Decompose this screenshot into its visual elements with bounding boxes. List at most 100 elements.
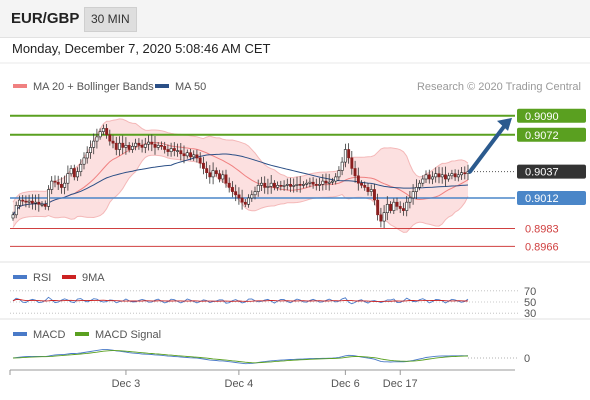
candle-body (353, 168, 357, 177)
candle-body (195, 154, 199, 159)
candle-body (182, 153, 186, 157)
candle-body (450, 173, 454, 177)
candle-body (269, 182, 273, 187)
price-label-box-current (517, 164, 586, 179)
candle-body (289, 184, 292, 187)
candle-body (266, 186, 270, 188)
timeframe-button[interactable]: 30 MIN (84, 7, 137, 32)
time-tick-label: Dec 17 (383, 378, 418, 390)
candle-body (166, 149, 170, 152)
candle-body (392, 201, 396, 211)
candle-body (240, 197, 244, 203)
legend-swatch-9ma (62, 275, 76, 279)
candle-body (327, 181, 331, 184)
macd-line (12, 348, 469, 365)
bollinger-upper-line (12, 118, 469, 203)
price-label-resistance: 0.9072 (525, 130, 559, 142)
candle-body (259, 182, 263, 186)
rsi-line (12, 296, 469, 305)
bollinger-lower-line (12, 154, 469, 233)
candle-body (356, 175, 360, 184)
price-label-pivot: 0.9012 (525, 193, 559, 205)
macd-signal-line (12, 350, 469, 364)
candle-body (40, 204, 44, 206)
rsi-level-label: 70 (524, 286, 536, 298)
legend-swatch-macd-signal (75, 332, 89, 336)
candle-body (340, 161, 344, 171)
price-levels (10, 114, 515, 247)
candles (11, 124, 470, 228)
instrument-symbol: EUR/GBP (11, 10, 80, 27)
candle-body (408, 197, 412, 203)
candle-body (330, 180, 334, 183)
candle-body (72, 168, 76, 178)
candle-body (150, 141, 154, 145)
candle-body (401, 208, 405, 211)
candle-body (453, 173, 457, 178)
candle-body (411, 191, 415, 199)
candle-body (350, 157, 354, 169)
legend-label-ma50: MA 50 (175, 81, 206, 93)
legend-label-macd-signal: MACD Signal (95, 329, 161, 341)
candle-body (366, 187, 370, 192)
candle-body (37, 201, 41, 205)
candle-body (456, 174, 460, 178)
candle-body (202, 162, 205, 169)
candle-body (376, 199, 380, 216)
candle-body (185, 152, 189, 157)
candle-body (95, 136, 99, 142)
time-tick-label: Dec 3 (112, 378, 141, 390)
candle-body (372, 189, 376, 201)
ma20-line (12, 142, 469, 216)
forecast-arrow (468, 117, 512, 174)
price-label-box-pivot (517, 190, 586, 205)
candle-body (224, 174, 228, 184)
candle-body (324, 180, 328, 184)
candle-body (334, 176, 338, 182)
candle-body (243, 201, 247, 205)
candle-body (214, 170, 218, 175)
rsi-level-label: 50 (524, 297, 536, 309)
candle-body (363, 185, 367, 188)
candle-body (218, 173, 221, 180)
candle-body (63, 182, 67, 188)
candle-body (460, 172, 463, 176)
candle-body (208, 172, 212, 178)
candle-body (118, 142, 122, 150)
candle-body (131, 146, 134, 150)
candle-body (205, 168, 209, 173)
candle-body (56, 181, 60, 185)
candle-body (414, 187, 418, 192)
candle-body (34, 201, 38, 204)
chart-datetime: Monday, December 7, 2020 5:08:46 AM CET (12, 41, 271, 56)
price-label-support: 0.8983 (525, 224, 559, 236)
candle-body (69, 168, 73, 175)
candle-body (27, 200, 31, 203)
candle-body (211, 170, 215, 178)
candle-body (76, 171, 80, 178)
forecast-arrow-shaft (468, 121, 508, 174)
candle-body (279, 185, 283, 187)
time-axis-ticks: Dec 3 Dec 4 Dec 6 Dec 17 (9, 370, 418, 390)
legend-swatch-ma20 (13, 84, 27, 88)
candle-body (343, 149, 347, 163)
bollinger-bands (12, 118, 469, 233)
rsi-9ma-line (12, 299, 469, 303)
candle-body (337, 170, 341, 178)
price-label-current: 0.9037 (525, 167, 559, 179)
candle-body (311, 181, 315, 185)
candle-body (285, 184, 289, 186)
candle-body (314, 184, 318, 186)
candle-body (237, 194, 241, 199)
candle-body (156, 145, 160, 148)
candle-body (295, 184, 299, 186)
time-tick-label: Dec 4 (225, 378, 254, 390)
candle-body (169, 148, 173, 153)
legend-label-ma20: MA 20 + Bollinger Bands (33, 81, 154, 93)
candle-body (121, 142, 125, 148)
legend-label-macd: MACD (33, 329, 65, 341)
candle-body (253, 191, 257, 196)
candle-body (221, 174, 225, 180)
